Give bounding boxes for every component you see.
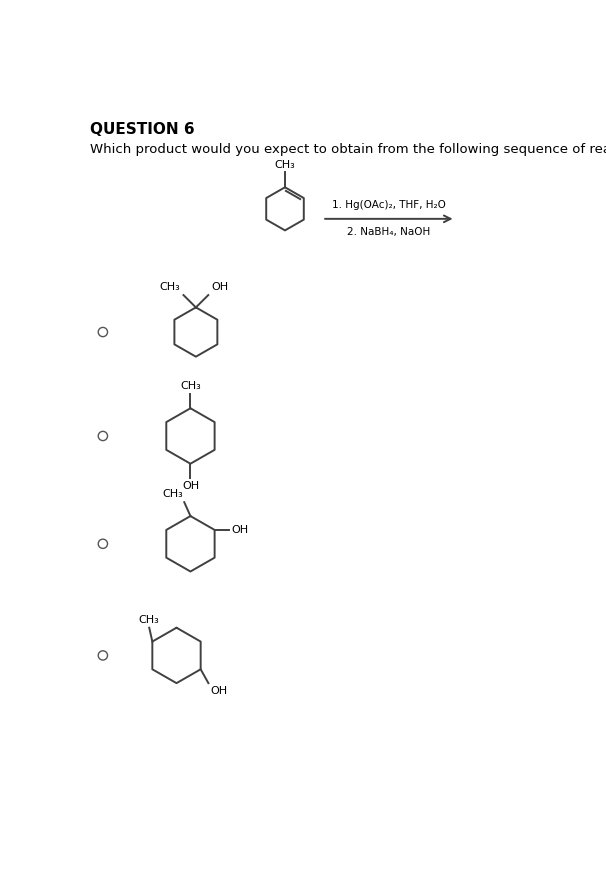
Text: OH: OH (182, 481, 199, 490)
Text: QUESTION 6: QUESTION 6 (90, 121, 195, 137)
Text: CH₃: CH₃ (162, 489, 182, 499)
Text: OH: OH (210, 686, 227, 697)
Text: 1. Hg(OAc)₂, THF, H₂O: 1. Hg(OAc)₂, THF, H₂O (332, 199, 446, 210)
Text: Which product would you expect to obtain from the following sequence of reaction: Which product would you expect to obtain… (90, 143, 606, 156)
Text: 2. NaBH₄, NaOH: 2. NaBH₄, NaOH (347, 226, 430, 237)
Text: CH₃: CH₃ (180, 381, 201, 392)
Text: CH₃: CH₃ (159, 282, 181, 292)
Text: OH: OH (211, 282, 228, 292)
Text: CH₃: CH₃ (138, 614, 159, 625)
Text: CH₃: CH₃ (275, 160, 295, 170)
Text: OH: OH (231, 525, 249, 535)
